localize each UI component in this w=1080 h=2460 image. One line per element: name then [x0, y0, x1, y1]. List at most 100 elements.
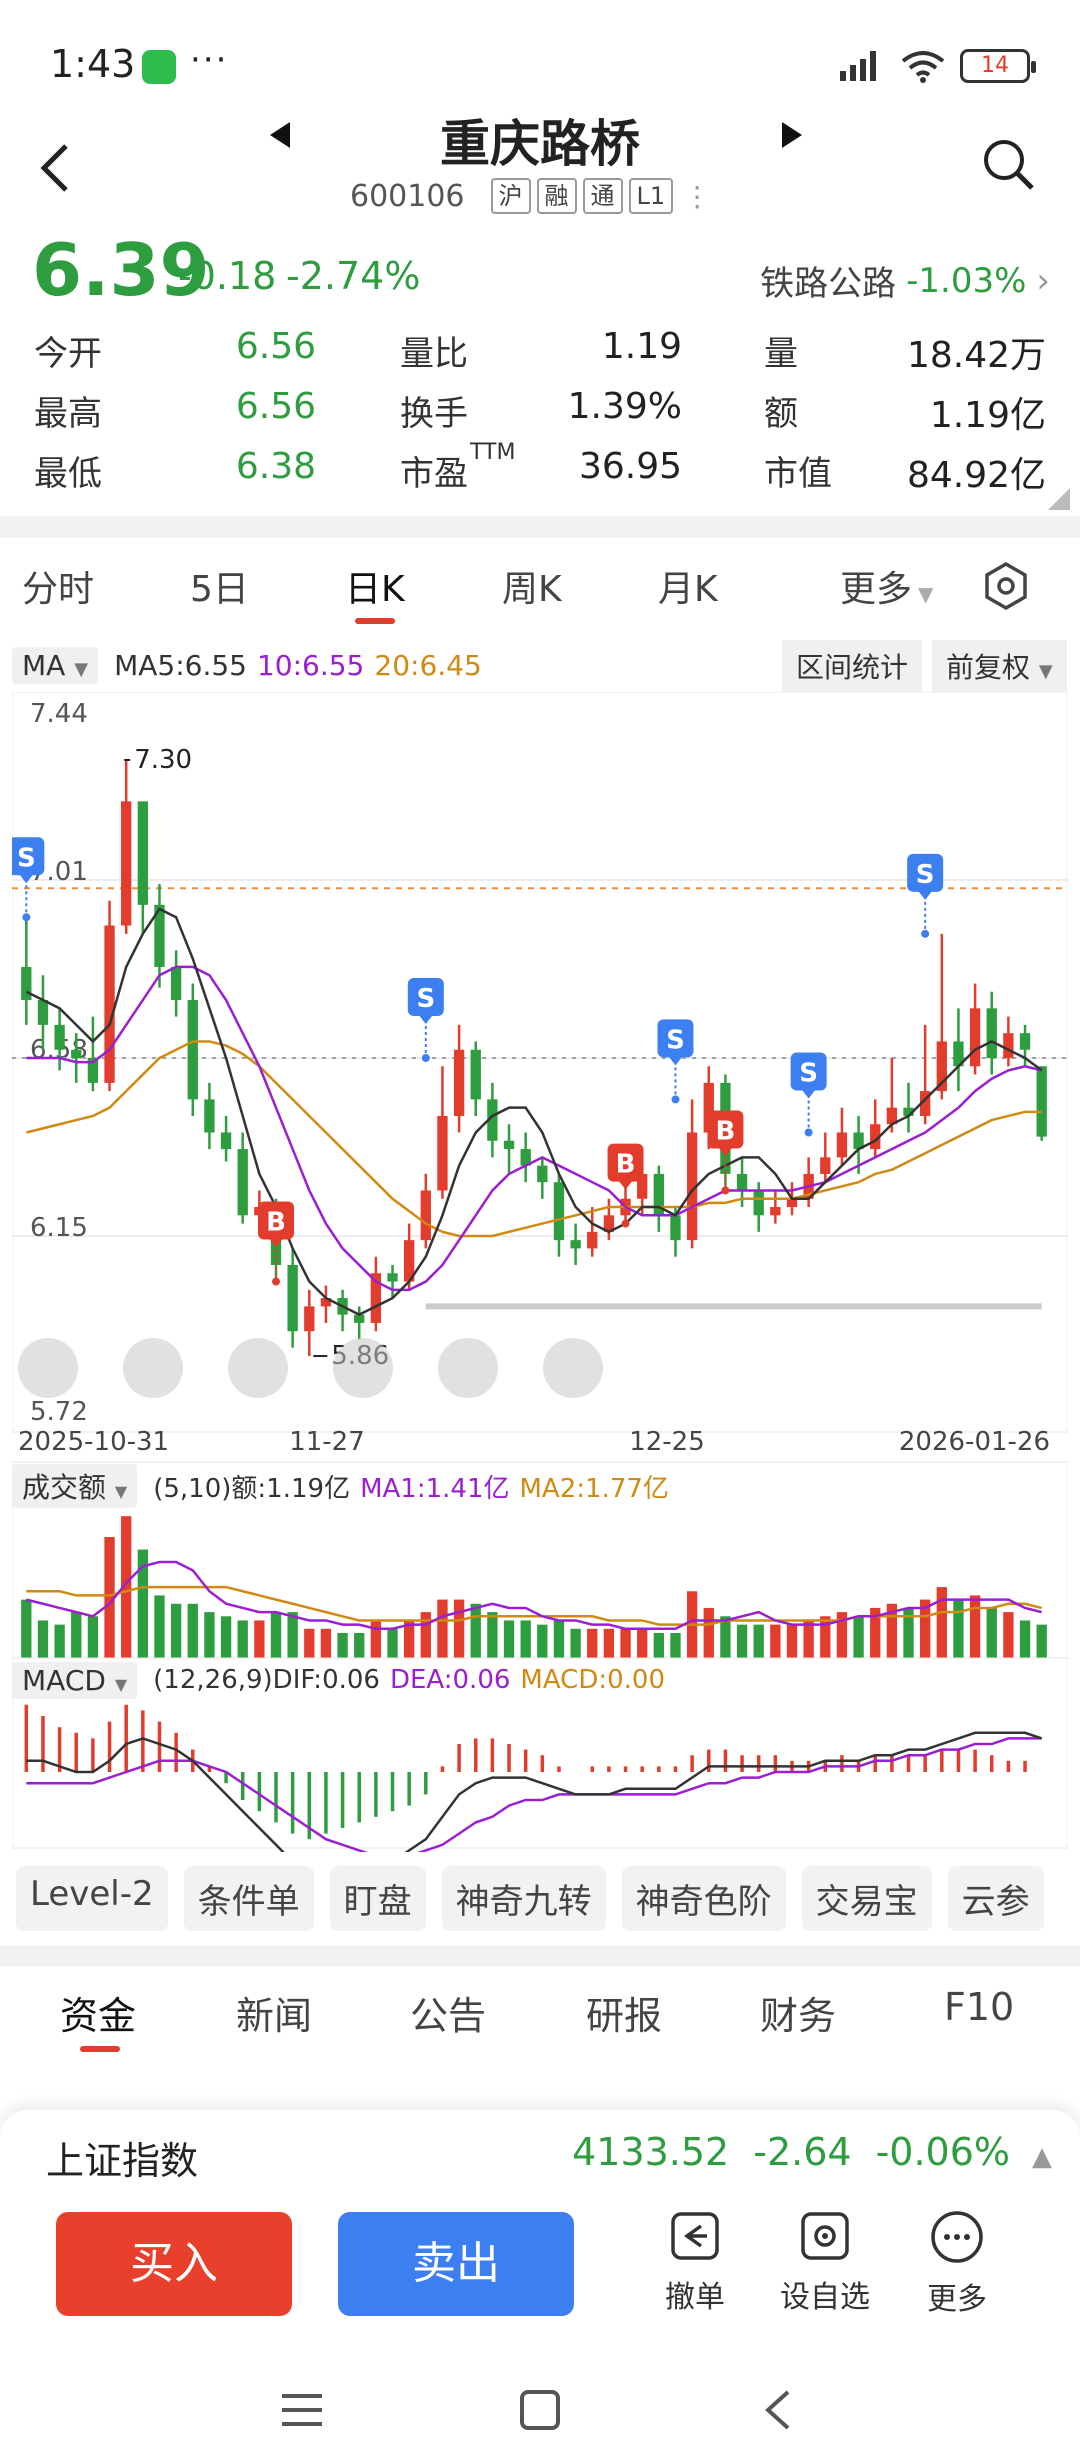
buy-signal-marker — [707, 1110, 744, 1149]
stat-value: 6.56 — [235, 326, 316, 367]
stat-value: 84.92亿 — [906, 455, 1046, 496]
wechat-icon — [142, 50, 176, 84]
volume-indicator-button[interactable]: 成交额 ▼ — [12, 1464, 138, 1508]
sector-link[interactable]: 铁路公路 -1.03% › — [760, 256, 1050, 305]
ma20-value: 20:6.45 — [374, 648, 482, 682]
zoom-out-icon[interactable] — [228, 1338, 288, 1398]
stat-value: 6.56 — [235, 386, 316, 427]
macd-value: MACD:0.00 — [520, 1665, 665, 1695]
candle-body — [487, 1099, 498, 1141]
cancel-order-button[interactable]: 撤单 — [640, 2210, 750, 2316]
scroll-left-icon[interactable] — [333, 1338, 393, 1398]
tab-financials[interactable]: 财务 — [760, 1994, 837, 2038]
candle-body — [587, 1231, 598, 1249]
back-icon[interactable] — [36, 140, 86, 200]
feature-trade-treasure[interactable]: 交易宝 — [801, 1866, 932, 1931]
volume-bar — [969, 1595, 981, 1658]
expand-corner-icon[interactable] — [1048, 488, 1070, 514]
menu-icon[interactable] — [280, 2390, 324, 2430]
add-watchlist-icon — [801, 2212, 849, 2260]
ma5-line — [25, 907, 1043, 1317]
tab-capital[interactable]: 资金 — [60, 1994, 137, 2038]
candle-body — [903, 1107, 914, 1116]
add-watchlist-label: 设自选 — [780, 2280, 870, 2315]
feature-magic-color[interactable]: 神奇色阶 — [621, 1866, 786, 1931]
signal-label: S — [17, 843, 36, 873]
tab-more[interactable]: 更多 ▼ — [840, 560, 933, 612]
volume-bar — [220, 1616, 232, 1658]
high-annotation: 7.30 — [134, 745, 192, 775]
fullscreen-icon[interactable] — [543, 1338, 603, 1398]
caret-down-icon: ▼ — [1038, 661, 1053, 682]
feature-level2[interactable]: Level-2 — [16, 1866, 168, 1931]
macd-dif-line — [26, 1731, 1043, 1852]
stock-code-row: 600106 沪 融 通 L1 ⋮ — [350, 178, 711, 214]
tag-more-icon[interactable]: ⋮ — [683, 179, 712, 213]
ma-indicator-button[interactable]: MA ▼ — [12, 646, 99, 684]
signal-dot — [621, 1219, 630, 1228]
volume-bar — [87, 1616, 99, 1658]
prev-page-icon[interactable] — [18, 1338, 78, 1398]
macd-dea-line — [26, 1737, 1042, 1852]
volume-bar — [820, 1616, 831, 1658]
sell-button[interactable]: 卖出 — [338, 2212, 574, 2316]
date-label: 2025-10-31 — [18, 1427, 169, 1457]
feature-magic-nine[interactable]: 神奇九转 — [441, 1866, 606, 1931]
date-label: 2026-01-26 — [899, 1427, 1050, 1457]
feature-row: Level-2 条件单 盯盘 神奇九转 神奇色阶 交易宝 云参 — [16, 1866, 1044, 1931]
stat-label-sup: TTM — [470, 440, 516, 465]
kline-chart[interactable]: 7.447.016.586.155.727.305.86SBSSBBSS2025… — [12, 692, 1068, 1852]
volume-bar — [903, 1607, 914, 1658]
tab-5day[interactable]: 5日 — [190, 569, 249, 610]
tab-daily-k[interactable]: 日K — [345, 569, 405, 610]
feature-conditional-order[interactable]: 条件单 — [183, 1866, 314, 1931]
candle-body — [37, 1000, 49, 1025]
signal-label: S — [666, 1025, 685, 1055]
feature-cloud[interactable]: 云参 — [947, 1866, 1044, 1931]
nav-back-icon[interactable] — [760, 2388, 794, 2432]
zoom-in-icon[interactable] — [123, 1338, 183, 1398]
candle-body — [470, 1049, 481, 1100]
volume-bar — [736, 1624, 748, 1658]
volume-bar — [503, 1620, 515, 1658]
tab-weekly-k[interactable]: 周K — [502, 569, 562, 610]
index-name[interactable]: 上证指数 — [46, 2139, 199, 2183]
add-watchlist-button[interactable]: 设自选 — [770, 2210, 880, 2316]
stat-value: 1.19 — [601, 326, 682, 367]
tab-news[interactable]: 新闻 — [236, 1994, 313, 2038]
index-expand-icon[interactable]: ▲ — [1032, 2142, 1052, 2172]
tab-research[interactable]: 研报 — [586, 1994, 663, 2038]
volume-bar — [370, 1620, 382, 1658]
range-stat-button[interactable]: 区间统计 — [782, 640, 923, 692]
tab-intraday[interactable]: 分时 — [22, 569, 95, 610]
home-icon[interactable] — [518, 2388, 562, 2432]
scroll-right-icon[interactable] — [438, 1338, 498, 1398]
adjust-button[interactable]: 前复权 ▼ — [932, 640, 1067, 692]
stat-value: 6.38 — [235, 446, 316, 487]
candle-body — [953, 1041, 964, 1067]
candle-body — [237, 1149, 248, 1216]
signal-dot — [272, 1277, 280, 1286]
feature-watch[interactable]: 盯盘 — [329, 1866, 426, 1931]
next-stock-icon[interactable] — [780, 120, 804, 158]
tab-monthly-k[interactable]: 月K — [658, 569, 718, 610]
volume-bar — [620, 1628, 631, 1658]
tab-f10[interactable]: F10 — [944, 1985, 1015, 2029]
section-divider — [0, 516, 1080, 538]
sell-signal-marker — [907, 853, 944, 892]
volume-ma2: MA2:1.77亿 — [519, 1473, 669, 1504]
sector-name: 铁路公路 — [760, 264, 897, 304]
stat-label: 量 — [764, 334, 798, 374]
buy-button[interactable]: 买入 — [56, 2212, 292, 2316]
prev-stock-icon[interactable] — [268, 120, 292, 158]
tab-announcements[interactable]: 公告 — [410, 1994, 487, 2038]
price-axis-label: 6.15 — [30, 1213, 88, 1243]
search-icon[interactable] — [980, 136, 1036, 192]
more-actions-icon — [931, 2211, 983, 2263]
volume-bar — [387, 1628, 398, 1658]
tag-level1: L1 — [628, 178, 674, 214]
macd-indicator-button[interactable]: MACD ▼ — [12, 1661, 138, 1699]
chart-settings-icon[interactable] — [980, 560, 1032, 612]
candle-body — [354, 1314, 365, 1323]
more-actions-button[interactable]: 更多 — [902, 2210, 1012, 2318]
